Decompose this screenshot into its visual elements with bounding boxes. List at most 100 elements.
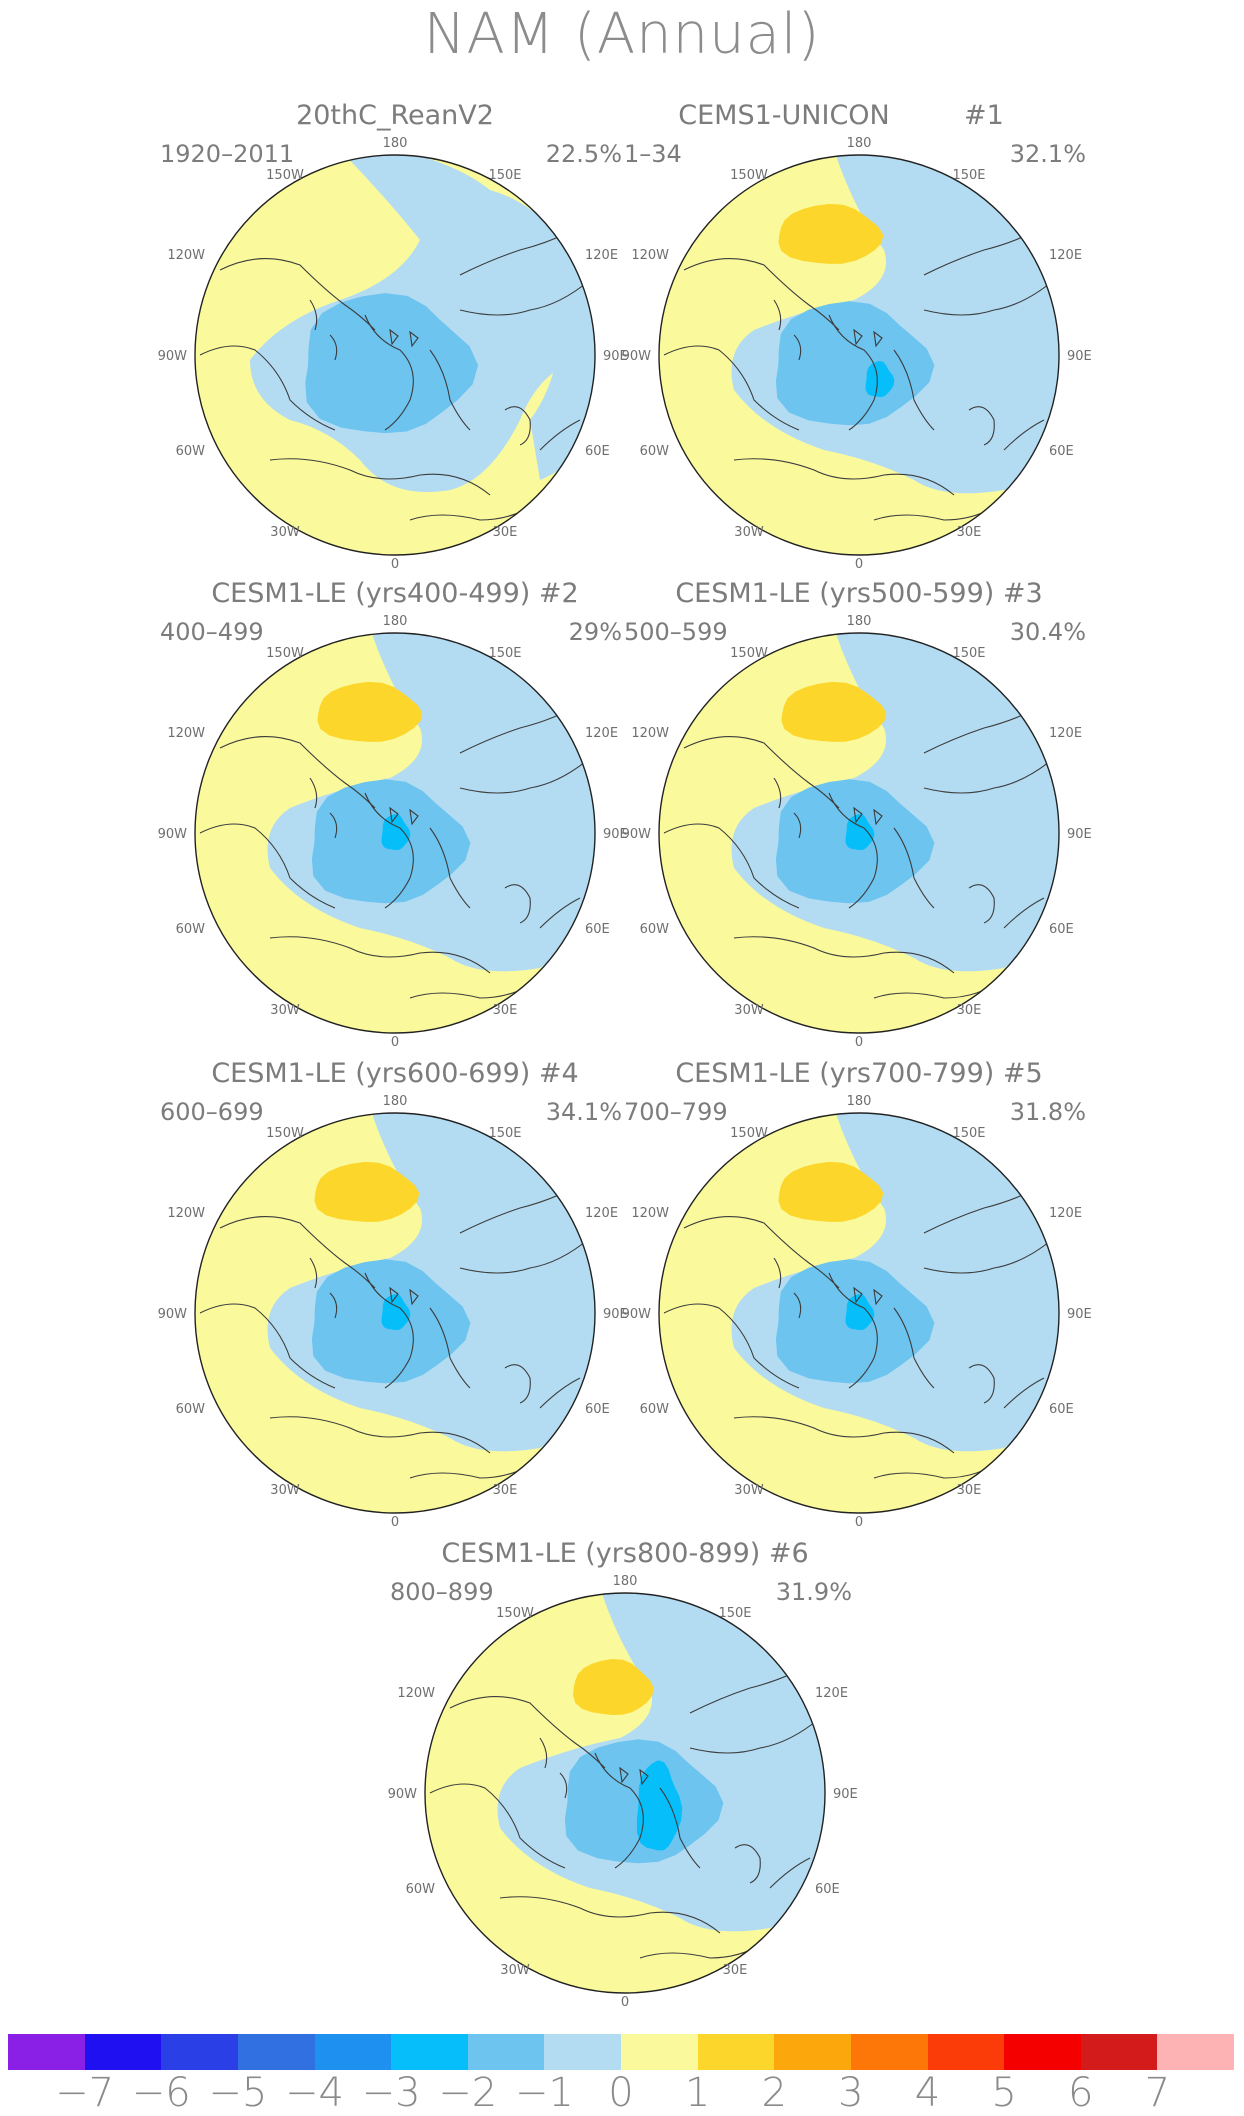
anomaly-contour (636, 1760, 683, 1851)
anomaly-contour (845, 814, 875, 850)
longitude-label-upper-right: 120E (1049, 1206, 1082, 1221)
colorbar-tick-label: −4 (285, 2070, 344, 2116)
longitude-label-lower-left: 60W (176, 922, 206, 937)
panel-percent: 34.1% (545, 1098, 622, 1126)
coastline (683, 258, 840, 331)
colorbar-swatch (8, 2034, 85, 2070)
colorbar-swatch (1004, 2034, 1081, 2070)
anomaly-contour (775, 301, 935, 426)
longitude-label-right: 90E (603, 1307, 628, 1322)
coastline (449, 1696, 606, 1769)
panel-range: 500–599 (624, 618, 728, 646)
longitude-label-top-left: 150W (730, 168, 768, 183)
longitude-label-top-right: 150E (488, 168, 521, 183)
colorbar-tick-label: −3 (361, 2070, 421, 2116)
longitude-label-top: 180 (613, 1574, 638, 1589)
longitude-label-left: 90W (622, 349, 652, 364)
coastline (219, 736, 376, 809)
panel-range: 400–499 (160, 618, 264, 646)
longitude-label-bottom-left: 30W (500, 1963, 530, 1978)
coastline (364, 314, 414, 431)
longitude-label-top-left: 150W (266, 646, 304, 661)
coastline (663, 1303, 800, 1389)
longitude-label-right: 90E (1067, 1307, 1092, 1322)
longitude-label-upper-left: 120W (167, 248, 205, 263)
coastline (389, 806, 419, 826)
longitude-label-lower-left: 60W (406, 1882, 436, 1897)
coastline (968, 1364, 995, 1404)
coastline (459, 279, 591, 316)
anomaly-contour (845, 1294, 875, 1330)
coastline (828, 314, 878, 431)
colorbar-swatch (314, 2034, 392, 2070)
polar-map: 180 150W 150E 120W 120E 90W 90E 60W 60E 30W 30E 0 (158, 614, 628, 1050)
colorbar-tick-label: −2 (438, 2070, 498, 2116)
coastline (504, 884, 531, 924)
longitude-label-lower-left: 60W (640, 1402, 670, 1417)
longitude-label-top-left: 150W (730, 1126, 768, 1141)
longitude-label-top-left: 150W (266, 168, 304, 183)
colorbar-swatch (544, 2034, 621, 2070)
longitude-label-right: 90E (1067, 827, 1092, 842)
map-boundary (194, 1112, 596, 1514)
coastline (1003, 1377, 1045, 1409)
longitude-label-bottom-left: 30W (270, 1483, 300, 1498)
map-panel: 180 150W 150E 120W 120E 90W 90E 60W 60E 30W 30E 0 20… (158, 100, 630, 572)
panel-range: 1920–2011 (160, 140, 295, 168)
longitude-label-upper-left: 120W (397, 1686, 435, 1701)
panel-range: 600–699 (160, 1098, 264, 1126)
coastline (1003, 897, 1045, 929)
longitude-label-left: 90W (622, 1307, 652, 1322)
longitude-label-left: 90W (388, 1787, 418, 1802)
colorbar-swatch (850, 2034, 928, 2070)
polar-map: 180 150W 150E 120W 120E 90W 90E 60W 60E 30W 30E 0 (158, 1094, 628, 1530)
coastline (773, 777, 802, 839)
polar-map: 180 150W 150E 120W 120E 90W 90E 60W 60E 30W 30E 0 (622, 614, 1092, 1050)
longitude-label-left: 90W (158, 349, 188, 364)
longitude-label-right: 90E (833, 1787, 858, 1802)
colorbar-swatch (1157, 2034, 1234, 2070)
longitude-label-top: 180 (383, 1094, 408, 1109)
coastline (499, 1896, 721, 1934)
anomaly-contour (778, 1161, 884, 1222)
longitude-label-top: 180 (847, 614, 872, 629)
coastline (199, 1303, 336, 1389)
coastline (539, 1377, 581, 1409)
longitude-label-left: 90W (622, 827, 652, 842)
longitude-label-lower-left: 60W (640, 444, 670, 459)
longitude-label-upper-right: 120E (1049, 248, 1082, 263)
longitude-label-bottom-right: 30E (957, 1003, 982, 1018)
coastline (539, 1737, 568, 1799)
coastline (219, 1216, 376, 1289)
coastline (853, 1286, 883, 1306)
longitude-label-upper-right: 120E (815, 1686, 848, 1701)
coastline (923, 279, 1055, 316)
longitude-label-lower-right: 60E (585, 1402, 610, 1417)
longitude-label-lower-left: 60W (176, 1402, 206, 1417)
coastline (893, 827, 935, 909)
colorbar-tick-label: −1 (514, 2070, 574, 2116)
colorbar-swatch (161, 2034, 238, 2070)
panel-title: CESM1-LE (yrs500-599) #3 (675, 578, 1043, 609)
longitude-label-lower-right: 60E (1049, 922, 1074, 937)
colorbar-swatch (927, 2034, 1005, 2070)
colorbar-tick-label: 1 (684, 2070, 711, 2116)
map-boundary (194, 632, 596, 1034)
longitude-label-lower-right: 60E (1049, 1402, 1074, 1417)
coastline (1003, 419, 1045, 451)
longitude-label-bottom-left: 30W (734, 1483, 764, 1498)
coastline (389, 328, 419, 348)
coastline (893, 1307, 935, 1389)
longitude-label-bottom-left: 30W (734, 1003, 764, 1018)
longitude-label-top-right: 150E (718, 1606, 751, 1621)
longitude-label-top: 180 (383, 614, 408, 629)
longitude-label-upper-right: 120E (585, 1206, 618, 1221)
map-panel: 180 150W 150E 120W 120E 90W 90E 60W 60E 30W 30E 0 CE… (622, 1058, 1094, 1530)
colorbar-swatch (467, 2034, 545, 2070)
coastline (663, 345, 800, 431)
longitude-label-upper-left: 120W (167, 1206, 205, 1221)
colorbar-tick-label: 0 (608, 2070, 634, 2116)
coastline (429, 1783, 566, 1869)
panel-percent: 22.5% (545, 140, 622, 168)
longitude-label-bottom-right: 30E (493, 525, 518, 540)
